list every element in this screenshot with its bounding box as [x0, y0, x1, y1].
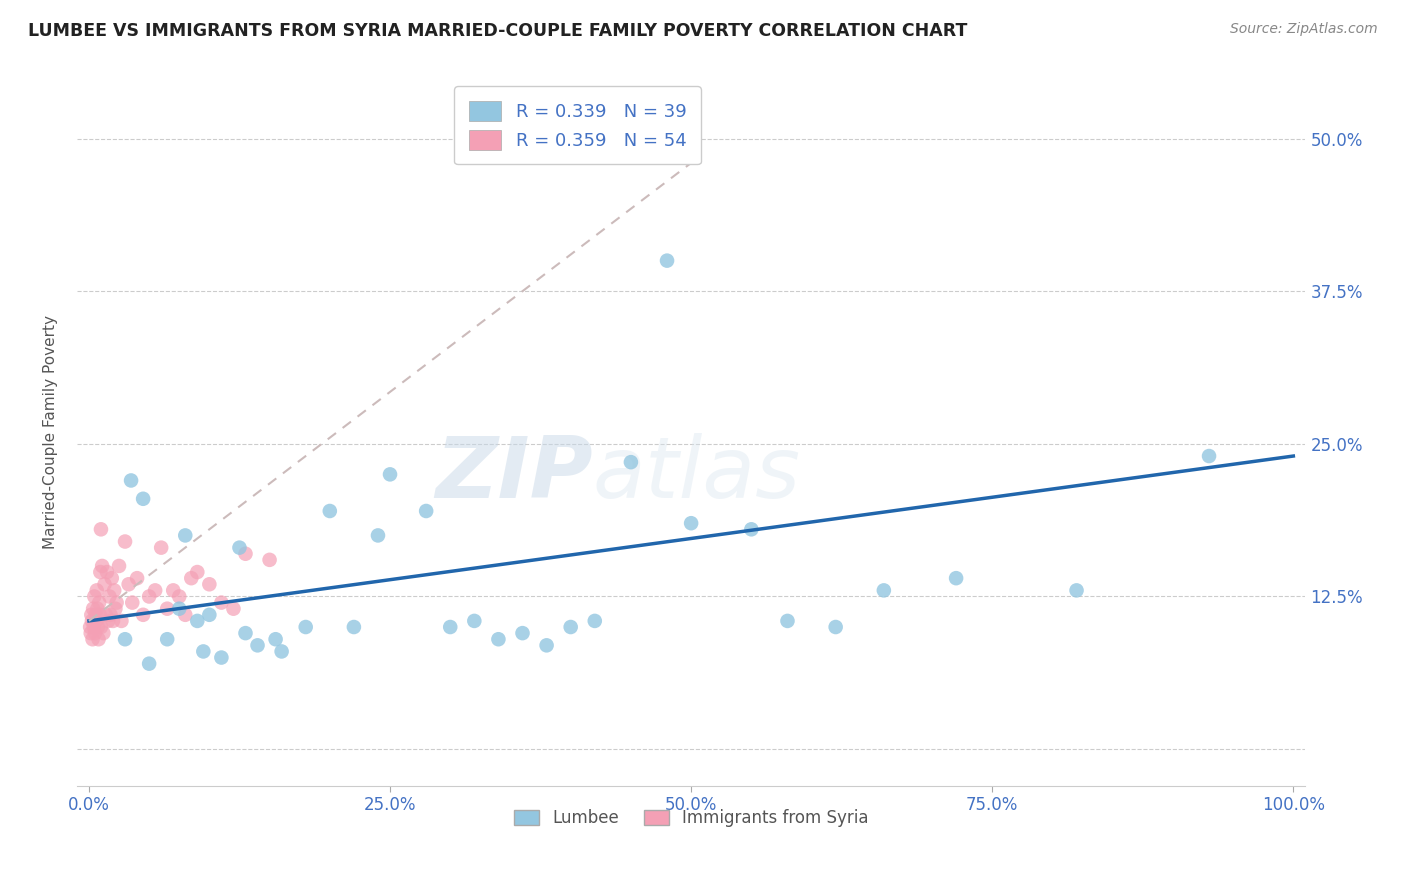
Point	[84, 607, 107, 622]
Point	[84, 614, 107, 628]
Point	[681, 516, 703, 531]
Point	[235, 547, 257, 561]
Point	[186, 565, 208, 579]
Point	[319, 504, 342, 518]
Point	[105, 596, 128, 610]
Point	[110, 614, 132, 628]
Point	[138, 590, 160, 604]
Point	[209, 596, 232, 610]
Point	[93, 577, 115, 591]
Point	[80, 614, 103, 628]
Point	[776, 614, 799, 628]
Point	[824, 620, 846, 634]
Point	[174, 528, 197, 542]
Point	[89, 596, 111, 610]
Point	[1066, 583, 1088, 598]
Point	[143, 583, 166, 598]
Point	[103, 583, 125, 598]
Point	[120, 474, 142, 488]
Point	[180, 571, 202, 585]
Point	[1198, 449, 1220, 463]
Point	[167, 601, 190, 615]
Point	[209, 650, 232, 665]
Point	[87, 632, 110, 647]
Point	[100, 607, 122, 622]
Point	[89, 565, 111, 579]
Point	[83, 620, 105, 634]
Point	[90, 522, 112, 536]
Point	[463, 614, 485, 628]
Y-axis label: Married-Couple Family Poverty: Married-Couple Family Poverty	[44, 315, 58, 549]
Point	[86, 601, 108, 615]
Point	[193, 644, 215, 658]
Legend: Lumbee, Immigrants from Syria: Lumbee, Immigrants from Syria	[508, 803, 876, 834]
Point	[222, 601, 245, 615]
Point	[620, 455, 643, 469]
Point	[156, 601, 179, 615]
Text: ZIP: ZIP	[436, 433, 593, 516]
Point	[80, 626, 103, 640]
Point	[162, 583, 184, 598]
Point	[114, 632, 136, 647]
Point	[82, 601, 104, 615]
Point	[91, 558, 114, 573]
Point	[198, 577, 221, 591]
Point	[378, 467, 401, 482]
Point	[127, 571, 149, 585]
Point	[84, 626, 107, 640]
Point	[873, 583, 896, 598]
Point	[79, 620, 101, 634]
Point	[104, 601, 127, 615]
Point	[132, 607, 155, 622]
Point	[536, 638, 558, 652]
Point	[294, 620, 316, 634]
Point	[90, 620, 112, 634]
Point	[87, 620, 110, 634]
Point	[132, 491, 155, 506]
Text: LUMBEE VS IMMIGRANTS FROM SYRIA MARRIED-COUPLE FAMILY POVERTY CORRELATION CHART: LUMBEE VS IMMIGRANTS FROM SYRIA MARRIED-…	[28, 22, 967, 40]
Point	[80, 607, 103, 622]
Point	[156, 632, 179, 647]
Point	[560, 620, 582, 634]
Point	[101, 571, 124, 585]
Point	[89, 607, 111, 622]
Point	[114, 534, 136, 549]
Point	[740, 522, 762, 536]
Point	[246, 638, 269, 652]
Point	[94, 607, 117, 622]
Point	[198, 607, 221, 622]
Point	[138, 657, 160, 671]
Point	[486, 632, 509, 647]
Point	[82, 632, 104, 647]
Text: atlas: atlas	[593, 433, 801, 516]
Point	[86, 583, 108, 598]
Point	[186, 614, 208, 628]
Point	[512, 626, 534, 640]
Point	[415, 504, 437, 518]
Point	[228, 541, 250, 555]
Point	[439, 620, 461, 634]
Text: Source: ZipAtlas.com: Source: ZipAtlas.com	[1230, 22, 1378, 37]
Point	[108, 558, 131, 573]
Point	[118, 577, 141, 591]
Point	[167, 590, 190, 604]
Point	[150, 541, 173, 555]
Point	[264, 632, 287, 647]
Point	[343, 620, 366, 634]
Point	[583, 614, 606, 628]
Point	[101, 614, 124, 628]
Point	[367, 528, 389, 542]
Point	[96, 565, 118, 579]
Point	[235, 626, 257, 640]
Point	[655, 253, 678, 268]
Point	[945, 571, 967, 585]
Point	[93, 626, 115, 640]
Point	[270, 644, 292, 658]
Point	[174, 607, 197, 622]
Point	[83, 590, 105, 604]
Point	[97, 614, 120, 628]
Point	[98, 590, 121, 604]
Point	[121, 596, 143, 610]
Point	[259, 553, 281, 567]
